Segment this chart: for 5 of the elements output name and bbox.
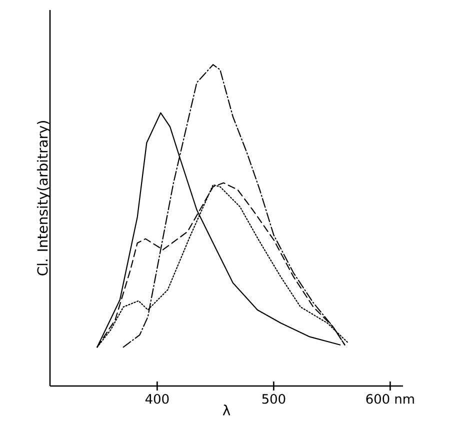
- x-axis-title: λ: [222, 404, 230, 416]
- x-tick-label: 600 nm: [366, 394, 414, 404]
- y-axis-title: Cl. Intensity(arbitrary): [36, 121, 50, 276]
- x-tick-label: 400: [145, 394, 169, 404]
- x-tick-label: 500: [262, 394, 286, 404]
